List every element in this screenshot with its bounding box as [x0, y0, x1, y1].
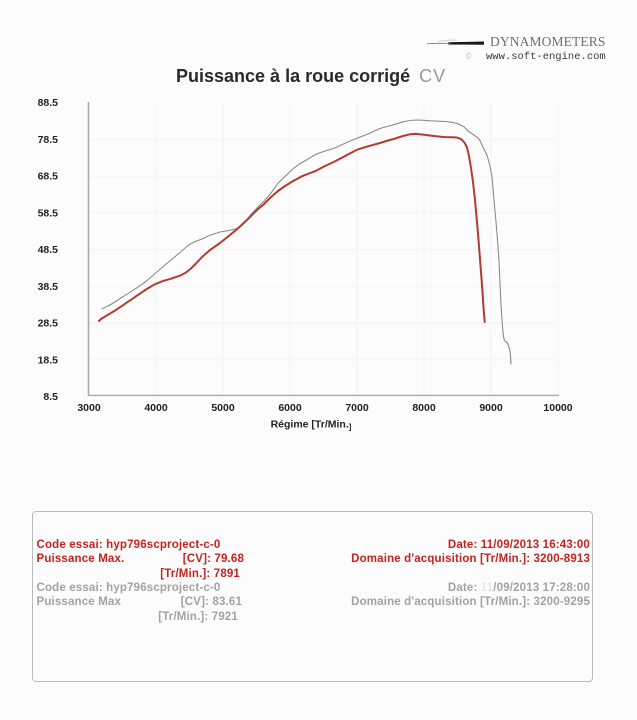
svg-text:58.5: 58.5	[38, 208, 59, 220]
svg-text:Régime [Tr/Min.]: Régime [Tr/Min.]	[271, 419, 352, 432]
svg-text:78.5: 78.5	[38, 134, 59, 146]
svg-text:6000: 6000	[278, 402, 302, 414]
svg-text:88.5: 88.5	[38, 97, 59, 109]
svg-text:28.5: 28.5	[38, 318, 59, 330]
svg-text:10000: 10000	[543, 402, 572, 414]
svg-text:18.5: 18.5	[38, 355, 59, 367]
svg-text:38.5: 38.5	[38, 281, 59, 293]
svg-text:68.5: 68.5	[38, 171, 59, 183]
svg-text:7000: 7000	[345, 402, 369, 414]
svg-text:9000: 9000	[479, 402, 503, 414]
svg-text:4000: 4000	[144, 402, 168, 414]
svg-text:48.5: 48.5	[38, 244, 59, 256]
svg-text:5000: 5000	[211, 402, 235, 414]
svg-text:3000: 3000	[77, 402, 101, 414]
svg-text:8.5: 8.5	[43, 391, 58, 403]
svg-text:8000: 8000	[412, 402, 436, 414]
